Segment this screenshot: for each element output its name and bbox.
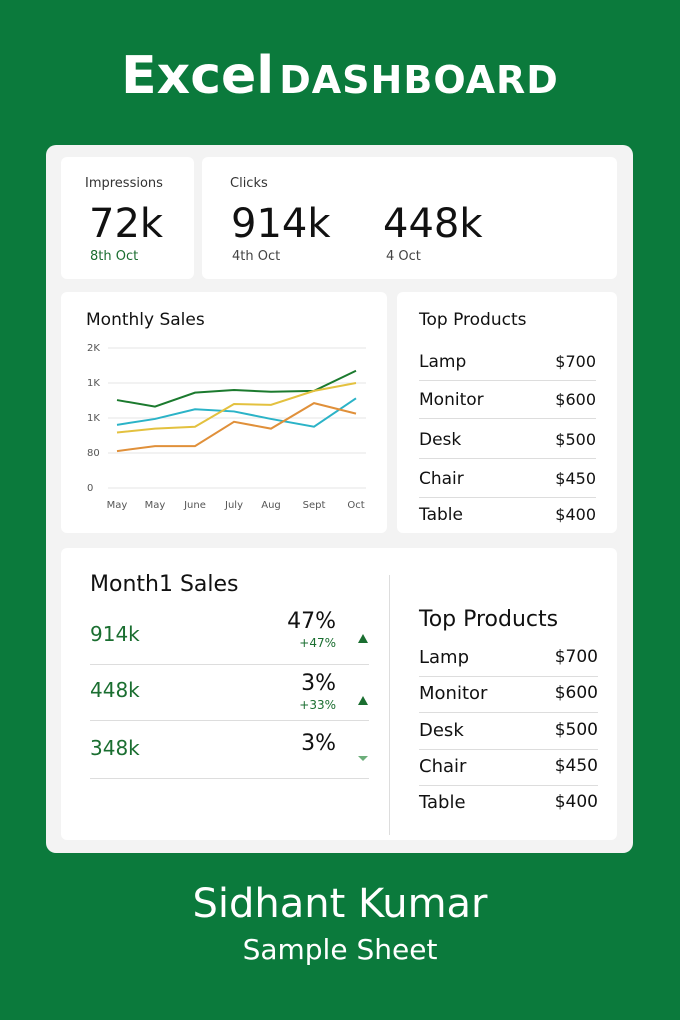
product-name: Lamp (419, 647, 470, 668)
products-panel (397, 292, 617, 533)
product-name: Chair (419, 468, 464, 489)
separator (419, 418, 596, 419)
separator (419, 712, 598, 713)
x-tick-label: June (183, 500, 206, 511)
separator (419, 458, 596, 459)
product-name: Monitor (419, 389, 484, 410)
product-name: Desk (419, 429, 462, 450)
products-title: Top Products (419, 607, 559, 632)
month-sales-panel (61, 548, 617, 840)
separator (419, 749, 598, 750)
chart-panel (61, 292, 387, 533)
chart-title: Monthly Sales (86, 310, 205, 330)
sales-pct: 3% (301, 671, 336, 696)
kpi-value: 914k (231, 201, 331, 247)
y-tick-label: 0 (87, 483, 93, 494)
product-name: Table (419, 504, 463, 525)
separator (419, 497, 596, 498)
sales-value: 448k (90, 678, 140, 702)
kpi-date: 4 Oct (386, 249, 421, 264)
divider (389, 575, 390, 835)
product-price: $450 (554, 756, 598, 776)
product-price: $700 (555, 351, 596, 371)
kpi-value: 448k (383, 201, 483, 247)
trend-arrow (358, 756, 368, 761)
y-tick-label: 1K (87, 378, 100, 389)
y-tick-label: 2K (87, 343, 100, 354)
x-tick-label: Sept (303, 500, 326, 511)
month-sales-title: Month1 Sales (90, 572, 239, 597)
y-tick-label: 1K (87, 413, 100, 424)
series-line (116, 402, 357, 453)
separator (419, 380, 596, 381)
kpi-label: Impressions (85, 176, 163, 191)
title: Excel (121, 46, 275, 106)
sales-change: +33% (299, 698, 336, 712)
product-price: $400 (554, 792, 598, 812)
series-line (116, 397, 357, 428)
kpi-value: 72k (89, 201, 164, 247)
x-tick-label: Aug (261, 500, 281, 511)
trend-arrow (358, 696, 368, 705)
header: Excel DASHBOARD (0, 50, 680, 102)
product-price: $600 (555, 389, 596, 409)
series-line (116, 369, 357, 408)
separator (90, 778, 369, 779)
kpi-label: Clicks (230, 176, 268, 191)
x-tick-label: May (145, 500, 166, 511)
product-price: $400 (555, 504, 596, 524)
subtitle: DASHBOARD (279, 58, 559, 102)
product-price: $600 (554, 683, 598, 703)
footer-subtitle: Sample Sheet (242, 933, 438, 966)
sales-value: 914k (90, 622, 140, 646)
product-name: Lamp (419, 351, 467, 372)
separator (90, 664, 369, 665)
separator (419, 676, 598, 677)
products-title: Top Products (419, 310, 527, 330)
product-name: Monitor (419, 683, 488, 704)
x-tick-label: May (107, 500, 128, 511)
sales-pct: 3% (301, 731, 336, 756)
product-price: $700 (554, 647, 598, 667)
sales-pct: 47% (287, 609, 336, 634)
kpi-date: 4th Oct (232, 249, 281, 264)
trend-arrow (358, 634, 368, 643)
product-price: $500 (555, 429, 596, 449)
sales-change: +47% (299, 636, 336, 650)
separator (90, 720, 369, 721)
y-tick-label: 80 (87, 448, 100, 459)
sales-value: 348k (90, 736, 140, 760)
kpi-date: 8th Oct (90, 249, 139, 264)
separator (419, 785, 598, 786)
clicks-panel (202, 157, 617, 279)
x-tick-label: July (224, 500, 243, 511)
impressions-panel (61, 157, 194, 279)
product-name: Desk (419, 720, 464, 741)
footer-name: Sidhant Kumar (192, 881, 488, 927)
product-price: $500 (554, 720, 598, 740)
product-name: Table (419, 792, 466, 813)
line-chart: 0 80 1K 1K 2K May May June July Aug Sept Oct (87, 343, 366, 511)
product-name: Chair (419, 756, 467, 777)
product-price: $450 (555, 468, 596, 488)
x-tick-label: Oct (347, 500, 364, 511)
series-line (116, 382, 357, 434)
